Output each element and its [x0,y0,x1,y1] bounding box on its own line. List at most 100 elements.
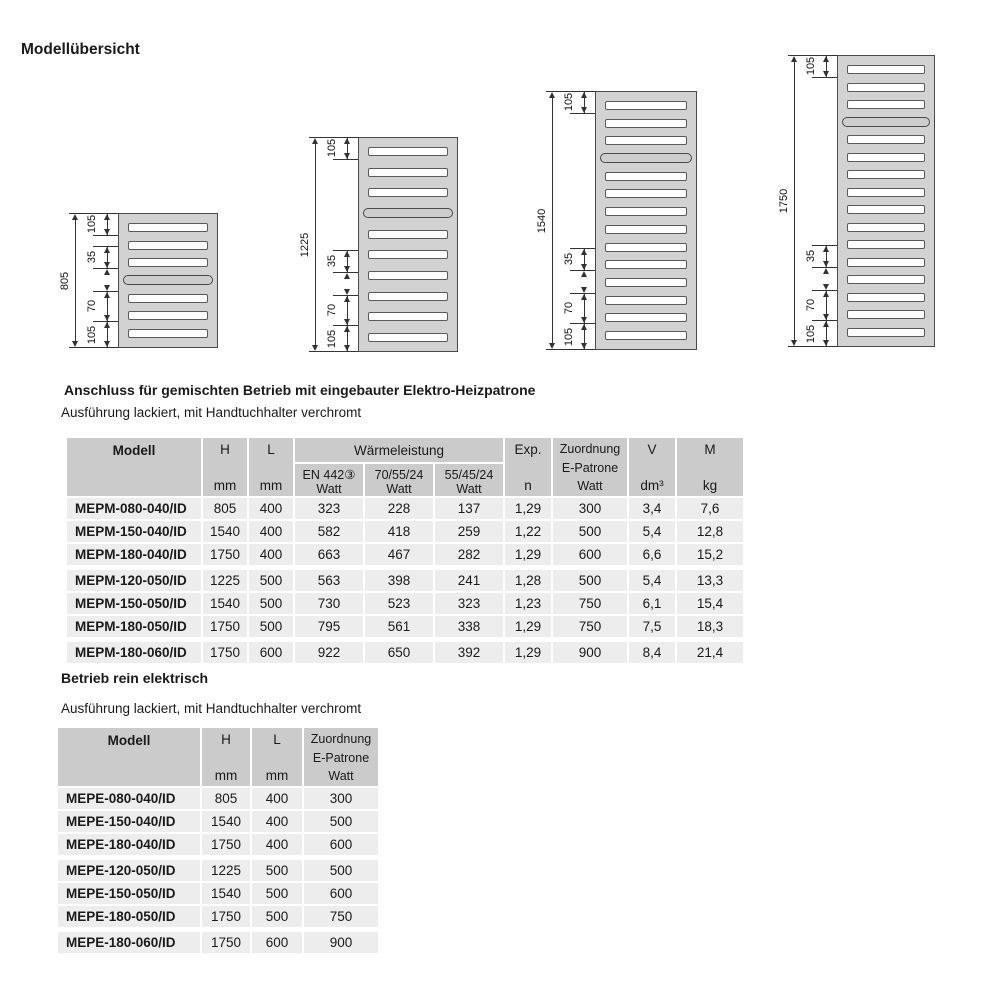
extension-line-top [69,213,118,214]
table-row: MEPE-150-050/ID 1540 500 600 [58,883,378,904]
header-zuordnung-line1: Zuordnung [310,732,372,746]
radiator-slat [368,167,448,177]
dimension-arrow-down [72,341,78,347]
m-cell: 18,3 [677,616,743,637]
dimension-tick [812,320,837,321]
header-modell: Modell [58,728,200,786]
dimension-arrow-up [549,92,555,98]
model-cell: MEPE-150-050/ID [58,883,200,904]
m-cell: 21,4 [677,642,743,663]
dimension-line [826,56,827,77]
section-subtitle-mixed: Ausführung lackiert, mit Handtuchhalter … [61,405,362,420]
epatrone-cell: 750 [304,906,378,927]
header-en442-unit: Watt [316,482,342,496]
w705524-cell: 228 [365,498,433,519]
top-segment-label: 105 [563,92,575,112]
total-dimension-line [75,218,76,343]
w705524-cell: 523 [365,593,433,614]
bottom-segment-label: 105 [563,327,575,347]
dimension-tick [570,293,595,294]
dimension-arrow-down [104,341,110,347]
dimension-arrow-up [581,271,587,277]
dimension-arrow-down [823,284,829,290]
dimension-line [107,321,108,348]
dimension-line [347,250,348,272]
exp-cell: 1,29 [505,616,551,637]
dimension-arrow-up [104,292,110,298]
towel-bar-slat [842,116,930,127]
header-h-label: H [220,442,230,457]
radiator-slat [368,250,448,260]
dimension-arrow-down [104,262,110,268]
h-cell: 1750 [203,642,247,663]
header-h-unit: mm [214,768,238,783]
header-en442-label: EN 442③ [302,468,356,482]
exp-cell: 1,29 [505,642,551,663]
towel-bar-slat [363,208,453,218]
dimension-arrow-up [344,251,350,257]
dimension-line [107,214,108,235]
dimension-arrow-up [104,322,110,328]
dimension-tick [333,272,358,273]
dimension-tick [93,321,118,322]
hook-dim-35-label: 35 [326,254,338,268]
radiator-slat [368,229,448,239]
l-cell: 600 [249,642,293,663]
table-row: MEPM-180-060/ID 1750 600 922 650 392 1,2… [67,642,743,663]
table-row: MEPE-180-060/ID 1750 600 900 [58,932,378,953]
l-cell: 500 [252,860,302,881]
dimension-arrow-up [72,214,78,220]
radiator-slat [368,312,448,322]
header-zuordnung: Zuordnung E-Patrone Watt [553,438,627,496]
header-m: M kg [677,438,743,496]
h-cell: 1750 [203,616,247,637]
dimension-tick [93,246,118,247]
h-cell: 1540 [202,883,250,904]
extension-line-bottom [69,347,118,348]
hook-dim-35-label: 35 [563,252,575,266]
extension-line-top [309,137,358,138]
dimension-tick [333,250,358,251]
dimension-tick [812,77,837,78]
h-cell: 1225 [202,860,250,881]
radiator-1750-body [837,55,935,347]
l-cell: 600 [252,932,302,953]
radiator-slat [605,207,687,217]
table-row: MEPE-080-040/ID 805 400 300 [58,788,378,809]
radiator-slat [847,222,925,232]
radiator-slat [847,205,925,215]
radiator-slat [847,170,925,180]
total-dimension-line [552,96,553,345]
table-row: MEPM-180-040/ID 1750 400 663 467 282 1,2… [67,544,743,565]
header-l-label: L [273,732,281,747]
radiator-slat [847,328,925,337]
dimension-arrow-down [823,71,829,77]
dimension-line [107,246,108,268]
header-zuordnung-line1: Zuordnung [559,442,621,456]
v-cell: 5,4 [629,570,675,591]
table-mixed-header: Modell H mm L mm Wärmeleistung EN 442③ W… [67,438,743,496]
en442-cell: 730 [295,593,363,614]
table-electric-operation: Modell H mm L mm Zuordnung E-Patrone Wat… [58,728,378,953]
header-h: H mm [202,728,250,786]
radiator-slat [605,224,687,234]
radiator-slat [847,292,925,302]
total-dimension-line [794,60,795,342]
en442-cell: 663 [295,544,363,565]
table-electric-body: MEPE-080-040/ID 805 400 300 MEPE-150-040… [58,788,378,953]
w554524-cell: 259 [435,521,503,542]
header-zuordnung: Zuordnung E-Patrone Watt [304,728,378,786]
dimension-arrow-down [104,315,110,321]
dimension-line [584,248,585,270]
table-row: MEPE-180-040/ID 1750 400 600 [58,834,378,855]
dimension-arrow-up [344,273,350,279]
l-cell: 400 [249,544,293,565]
v-cell: 6,6 [629,544,675,565]
model-cell: MEPE-180-060/ID [58,932,200,953]
total-height-label: 1225 [299,232,311,257]
dimension-arrow-up [344,326,350,332]
dimension-arrow-up [104,269,110,275]
radiator-slat [847,240,925,250]
radiator-slat [605,189,687,199]
radiator-diagrams: 805 105 35 70 105 1225 105 35 70 105 1540 105 35 70 10… [0,0,984,420]
